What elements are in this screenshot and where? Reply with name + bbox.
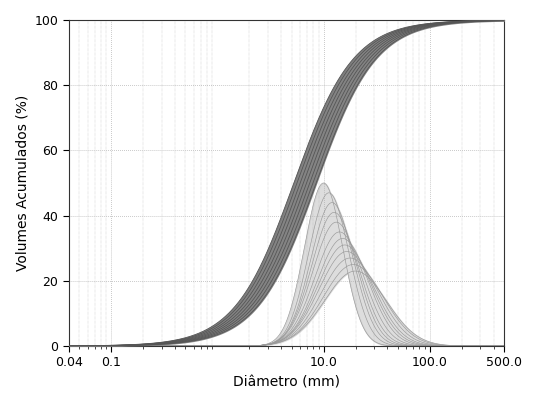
X-axis label: Diâmetro (mm): Diâmetro (mm) [233,375,340,389]
Y-axis label: Volumes Acumulados (%): Volumes Acumulados (%) [15,95,29,271]
